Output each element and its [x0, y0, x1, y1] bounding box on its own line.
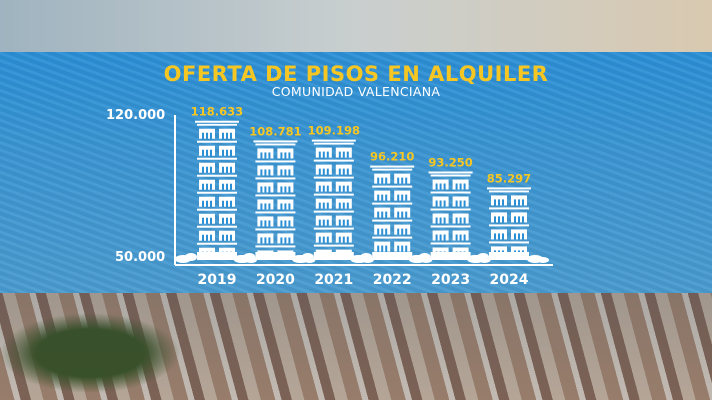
value-label-2022: 96.210 [370, 150, 414, 164]
cloud-decoration [301, 253, 314, 261]
x-tick-2021: 2021 [314, 272, 353, 288]
cloud-decoration [360, 253, 373, 261]
building-roof [370, 165, 415, 168]
building-roof [428, 171, 473, 174]
cloud-decoration [477, 253, 489, 261]
value-label-2019: 118.633 [191, 105, 243, 119]
city-photo-shade [0, 293, 712, 400]
building-roof [487, 187, 531, 190]
chart-subtitle: COMUNIDAD VALENCIANA [271, 84, 441, 99]
bar-building-2024 [467, 187, 549, 263]
building-floors [197, 123, 237, 252]
bar-building-2022 [350, 165, 433, 263]
building-roof [311, 139, 356, 142]
building-ground-floor [255, 252, 296, 260]
building-floors [255, 143, 296, 252]
building-ground-floor [430, 252, 471, 260]
x-tick-2019: 2019 [198, 272, 237, 288]
bar-building-2021 [291, 139, 374, 263]
building-ground-floor [313, 252, 354, 260]
x-tick-2023: 2023 [431, 272, 470, 288]
building-roof [253, 140, 298, 143]
sky-background [0, 0, 712, 52]
building-floors [489, 190, 529, 252]
cloud-decoration [243, 253, 256, 261]
building-ground-floor [489, 252, 529, 260]
value-label-2024: 85.297 [487, 171, 531, 185]
x-tick-2020: 2020 [256, 272, 295, 288]
bar-building-2023 [408, 171, 491, 263]
value-label-2020: 108.781 [249, 124, 301, 138]
city-aerial-photo [0, 293, 712, 400]
x-tick-2024: 2024 [490, 272, 529, 288]
building-floors [430, 174, 471, 252]
cloud-decoration [418, 253, 431, 261]
chart-panel [0, 52, 712, 293]
building-ground-floor [197, 252, 237, 260]
y-tick-bottom: 50.000 [115, 250, 166, 265]
x-tick-2022: 2022 [373, 272, 412, 288]
building-roof [195, 120, 239, 123]
building-floors [372, 168, 413, 252]
bar-building-2019 [175, 120, 257, 263]
building-floors [313, 142, 354, 252]
y-tick-top: 120.000 [106, 108, 166, 123]
value-label-2021: 109.198 [308, 124, 360, 138]
cloud-decoration [537, 257, 549, 263]
value-label-2023: 93.250 [428, 156, 472, 170]
chart-title: OFERTA DE PISOS EN ALQUILER [163, 62, 549, 86]
building-ground-floor [372, 252, 413, 260]
bar-building-2020 [233, 140, 316, 263]
cloud-decoration [185, 253, 197, 261]
